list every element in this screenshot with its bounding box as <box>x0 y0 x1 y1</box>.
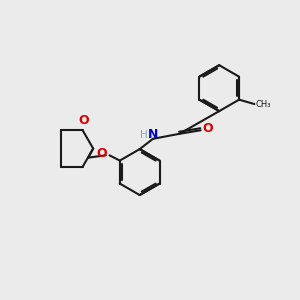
Text: O: O <box>79 114 89 127</box>
Text: N: N <box>148 128 158 142</box>
Text: O: O <box>97 147 107 160</box>
Text: O: O <box>203 122 213 135</box>
Text: CH₃: CH₃ <box>256 100 271 109</box>
Text: H: H <box>140 130 148 140</box>
